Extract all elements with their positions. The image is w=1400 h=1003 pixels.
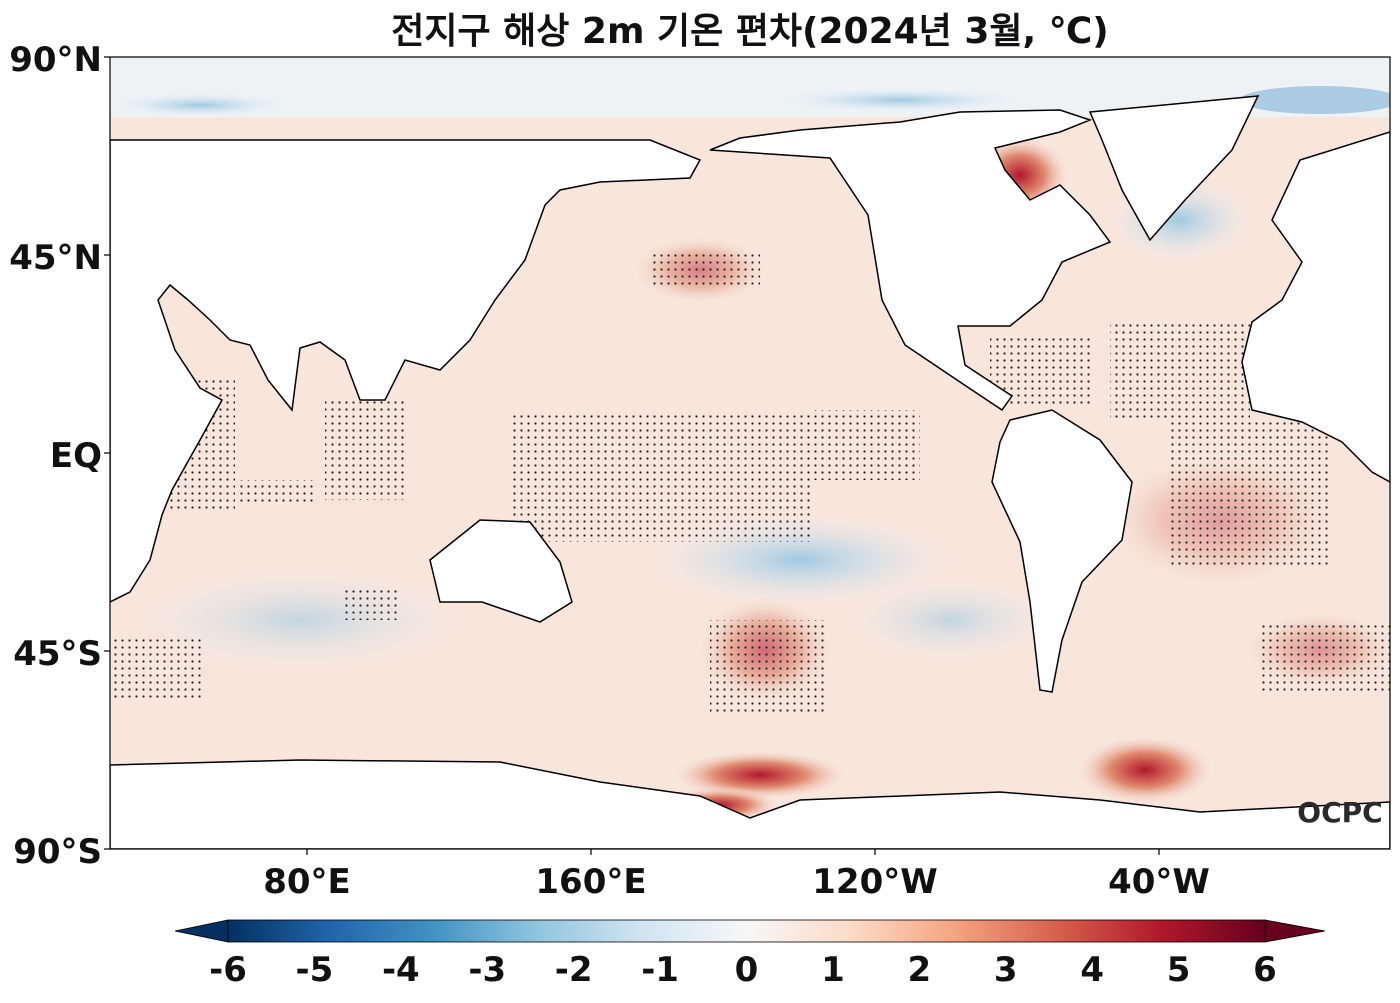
anomaly-field	[110, 57, 1390, 849]
colorbar	[174, 919, 1326, 943]
colorbar-tick-label: 5	[1166, 950, 1191, 990]
colorbar-tick-label: -1	[641, 950, 679, 990]
lat-label-45n: 45°N	[9, 238, 102, 278]
colorbar-tick-label: -3	[468, 950, 507, 990]
lon-label-40w: 40°W	[1108, 862, 1210, 902]
axis-ticks	[104, 56, 1160, 855]
colorbar-tick-label: 4	[1080, 950, 1104, 990]
colorbar-tick-label: 0	[734, 950, 759, 990]
colorbar-tick-label: -4	[381, 950, 420, 990]
map-title: 전지구 해상 2m 기온 편차(2024년 3월, ℃)	[391, 11, 1109, 52]
lat-label-45s: 45°S	[13, 634, 102, 674]
lat-label-90s: 90°S	[13, 832, 102, 872]
lat-label-90n: 90°N	[9, 40, 102, 80]
lon-label-160e: 160°E	[535, 862, 647, 902]
ocpc-logo: OCPC	[1297, 796, 1382, 829]
colorbar-tick-label: -6	[209, 950, 247, 990]
lon-label-80e: 80°E	[263, 862, 351, 902]
colorbar-tick-label: 3	[993, 950, 1018, 990]
lon-label-120w: 120°W	[812, 862, 938, 902]
colorbar-tick-label: -5	[295, 950, 334, 990]
lat-label-eq: EQ	[49, 436, 102, 476]
colorbar-tick-label: -2	[554, 950, 593, 990]
colorbar-tick-label: 2	[907, 950, 932, 990]
colorbar-tick-label: 6	[1253, 950, 1277, 990]
landmass	[110, 95, 1390, 849]
colorbar-tick-label: 1	[821, 950, 845, 990]
